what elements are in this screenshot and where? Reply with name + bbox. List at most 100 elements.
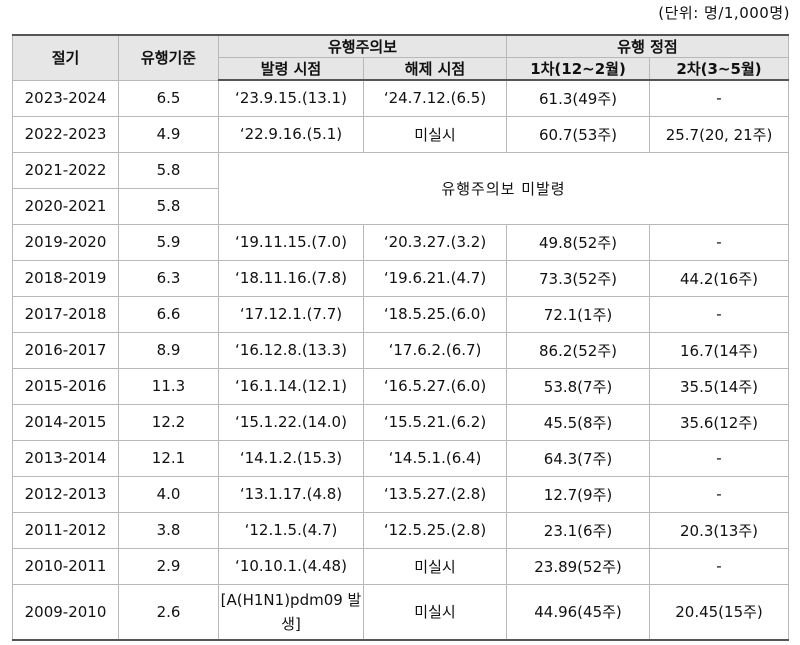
header-lifted: 해제 시점 bbox=[362, 57, 508, 81]
issued-cell: ‘15.1.22.(14.0) bbox=[218, 403, 364, 441]
peak2-cell: 16.7(14주) bbox=[649, 331, 790, 369]
no-advisory-note: 유행주의보 미발령 bbox=[217, 151, 790, 225]
peak1-cell: 12.7(9주) bbox=[506, 475, 651, 513]
baseline-cell: 5.8 bbox=[118, 151, 219, 189]
season-cell: 2014-2015 bbox=[12, 403, 119, 441]
issued-cell: ‘12.1.5.(4.7) bbox=[218, 511, 364, 549]
season-cell: 2015-2016 bbox=[12, 367, 119, 405]
peak2-cell: - bbox=[649, 223, 790, 261]
issued-cell: ‘22.9.16.(5.1) bbox=[218, 115, 364, 153]
lifted-cell: ‘19.6.21.(4.7) bbox=[362, 259, 508, 297]
season-cell: 2023-2024 bbox=[12, 79, 119, 117]
table-row: 2014-2015 12.2 ‘15.1.22.(14.0) ‘15.5.21.… bbox=[12, 403, 790, 441]
lifted-cell: ‘18.5.25.(6.0) bbox=[362, 295, 508, 333]
table-row: 2022-2023 4.9 ‘22.9.16.(5.1) 미실시 60.7(53… bbox=[12, 115, 790, 153]
peak2-cell: 20.45(15주) bbox=[649, 583, 790, 641]
peak2-cell: - bbox=[649, 295, 790, 333]
baseline-cell: 3.8 bbox=[118, 511, 219, 549]
header-advisory: 유행주의보 bbox=[217, 34, 508, 58]
issued-cell: ‘23.9.15.(13.1) bbox=[218, 79, 364, 117]
issued-cell: ‘16.1.14.(12.1) bbox=[218, 367, 364, 405]
table-row: 2012-2013 4.0 ‘13.1.17.(4.8) ‘13.5.27.(2… bbox=[12, 475, 790, 513]
table-row: 2017-2018 6.6 ‘17.12.1.(7.7) ‘18.5.25.(6… bbox=[12, 295, 790, 333]
issued-cell: ‘19.11.15.(7.0) bbox=[218, 223, 364, 261]
table-row: 2018-2019 6.3 ‘18.11.16.(7.8) ‘19.6.21.(… bbox=[12, 259, 790, 297]
issued-cell: ‘17.12.1.(7.7) bbox=[218, 295, 364, 333]
lifted-cell: ‘13.5.27.(2.8) bbox=[362, 475, 508, 513]
peak2-cell: - bbox=[649, 79, 790, 117]
peak1-cell: 23.89(52주) bbox=[506, 547, 651, 585]
lifted-cell: ‘16.5.27.(6.0) bbox=[362, 367, 508, 405]
table-row: 2009-2010 2.6 [A(H1N1)pdm09 발생] 미실시 44.9… bbox=[12, 583, 790, 641]
season-cell: 2016-2017 bbox=[12, 331, 119, 369]
peak1-cell: 45.5(8주) bbox=[506, 403, 651, 441]
table-row: 2011-2012 3.8 ‘12.1.5.(4.7) ‘12.5.25.(2.… bbox=[12, 511, 790, 549]
peak1-cell: 86.2(52주) bbox=[506, 331, 651, 369]
season-cell: 2021-2022 bbox=[12, 151, 119, 189]
peak2-cell: 35.6(12주) bbox=[649, 403, 790, 441]
season-cell: 2018-2019 bbox=[12, 259, 119, 297]
table-row: 2023-2024 6.5 ‘23.9.15.(13.1) ‘24.7.12.(… bbox=[12, 79, 790, 117]
lifted-cell: ‘17.6.2.(6.7) bbox=[362, 331, 508, 369]
header-peak1: 1차(12~2월) bbox=[506, 57, 651, 81]
baseline-cell: 4.0 bbox=[118, 475, 219, 513]
table-row: 2010-2011 2.9 ‘10.10.1.(4.48) 미실시 23.89(… bbox=[12, 547, 790, 585]
peak1-cell: 73.3(52주) bbox=[506, 259, 651, 297]
issued-cell: [A(H1N1)pdm09 발생] bbox=[218, 583, 364, 641]
baseline-cell: 6.3 bbox=[118, 259, 219, 297]
lifted-cell: 미실시 bbox=[362, 115, 508, 153]
season-cell: 2010-2011 bbox=[12, 547, 119, 585]
baseline-cell: 12.2 bbox=[118, 403, 219, 441]
lifted-cell: 미실시 bbox=[362, 583, 508, 641]
baseline-cell: 2.6 bbox=[118, 583, 219, 641]
peak1-cell: 53.8(7주) bbox=[506, 367, 651, 405]
peak2-cell: - bbox=[649, 475, 790, 513]
table-row: 2019-2020 5.9 ‘19.11.15.(7.0) ‘20.3.27.(… bbox=[12, 223, 790, 261]
baseline-cell: 8.9 bbox=[118, 331, 219, 369]
peak1-cell: 49.8(52주) bbox=[506, 223, 651, 261]
peak1-cell: 64.3(7주) bbox=[506, 439, 651, 477]
peak1-cell: 61.3(49주) bbox=[506, 79, 651, 117]
peak2-cell: 25.7(20, 21주) bbox=[649, 115, 790, 153]
baseline-cell: 12.1 bbox=[118, 439, 219, 477]
baseline-cell: 6.5 bbox=[118, 79, 219, 117]
peak1-cell: 44.96(45주) bbox=[506, 583, 651, 641]
header-baseline: 유행기준 bbox=[118, 34, 219, 81]
table-row: 2020-2021 5.8 bbox=[12, 187, 789, 225]
peak1-cell: 23.1(6주) bbox=[506, 511, 651, 549]
lifted-cell: ‘12.5.25.(2.8) bbox=[362, 511, 508, 549]
influenza-season-table: 절기 유행기준 유행주의보 유행 정점 발령 시점 해제 시점 1차(12~2월… bbox=[12, 34, 790, 641]
header-peak2: 2차(3~5월) bbox=[649, 57, 790, 81]
peak1-cell: 60.7(53주) bbox=[506, 115, 651, 153]
peak2-cell: 44.2(16주) bbox=[649, 259, 790, 297]
peak2-cell: 35.5(14주) bbox=[649, 367, 790, 405]
issued-cell: ‘13.1.17.(4.8) bbox=[218, 475, 364, 513]
season-cell: 2011-2012 bbox=[12, 511, 119, 549]
season-cell: 2017-2018 bbox=[12, 295, 119, 333]
header-peak: 유행 정점 bbox=[506, 34, 790, 58]
baseline-cell: 4.9 bbox=[118, 115, 219, 153]
baseline-cell: 5.8 bbox=[118, 187, 219, 225]
issued-cell: ‘18.11.16.(7.8) bbox=[218, 259, 364, 297]
unit-label: (단위: 명/1,000명) bbox=[658, 4, 790, 22]
issued-cell: ‘14.1.2.(15.3) bbox=[218, 439, 364, 477]
lifted-cell: 미실시 bbox=[362, 547, 508, 585]
baseline-cell: 5.9 bbox=[118, 223, 219, 261]
issued-cell: ‘16.12.8.(13.3) bbox=[218, 331, 364, 369]
table-row: 2016-2017 8.9 ‘16.12.8.(13.3) ‘17.6.2.(6… bbox=[12, 331, 790, 369]
season-cell: 2020-2021 bbox=[12, 187, 119, 225]
baseline-cell: 6.6 bbox=[118, 295, 219, 333]
table-row: 2021-2022 5.8 유행주의보 미발령 bbox=[12, 151, 790, 225]
baseline-cell: 2.9 bbox=[118, 547, 219, 585]
lifted-cell: ‘15.5.21.(6.2) bbox=[362, 403, 508, 441]
season-cell: 2012-2013 bbox=[12, 475, 119, 513]
table-row: 2013-2014 12.1 ‘14.1.2.(15.3) ‘14.5.1.(6… bbox=[12, 439, 790, 477]
season-cell: 2022-2023 bbox=[12, 115, 119, 153]
peak2-cell: - bbox=[649, 439, 790, 477]
header-season: 절기 bbox=[12, 34, 119, 81]
season-cell: 2013-2014 bbox=[12, 439, 119, 477]
issued-cell: ‘10.10.1.(4.48) bbox=[218, 547, 364, 585]
season-cell: 2009-2010 bbox=[12, 583, 119, 641]
season-cell: 2019-2020 bbox=[12, 223, 119, 261]
lifted-cell: ‘24.7.12.(6.5) bbox=[362, 79, 508, 117]
